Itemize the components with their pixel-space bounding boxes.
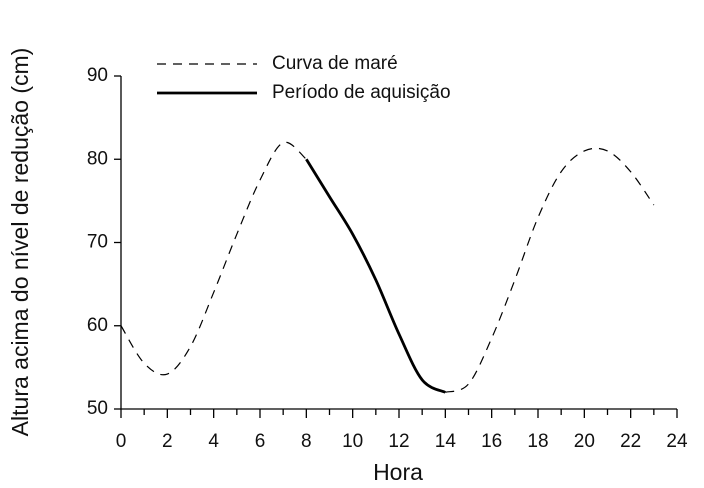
x-tick-label: 8 xyxy=(301,431,312,452)
legend-label: Período de aquisição xyxy=(272,82,451,103)
x-tick-label: 10 xyxy=(342,431,363,452)
x-tick-label: 6 xyxy=(255,431,266,452)
x-tick-label: 18 xyxy=(527,431,548,452)
x-tick-label: 14 xyxy=(435,431,457,452)
y-axis-title: Altura acima do nível de redução (cm) xyxy=(7,48,33,437)
series-line xyxy=(120,141,655,393)
legend-label: Curva de maré xyxy=(272,53,398,74)
x-tick-label: 22 xyxy=(620,431,641,452)
x-tick-label: 20 xyxy=(574,431,595,452)
x-tick-label: 12 xyxy=(388,431,409,452)
y-tick-label: 50 xyxy=(87,398,108,419)
x-tick-label: 24 xyxy=(666,431,688,452)
x-tick-label: 16 xyxy=(481,431,502,452)
y-tick-label: 60 xyxy=(87,315,108,336)
y-tick-label: 70 xyxy=(87,232,108,253)
y-tick-label: 80 xyxy=(87,148,108,169)
x-tick-label: 4 xyxy=(208,431,219,452)
x-tick-label: 2 xyxy=(162,431,173,452)
x-axis-title: Hora xyxy=(373,459,423,485)
y-tick-label: 90 xyxy=(87,65,108,86)
x-tick-label: 0 xyxy=(116,431,127,452)
series-line xyxy=(305,158,446,394)
